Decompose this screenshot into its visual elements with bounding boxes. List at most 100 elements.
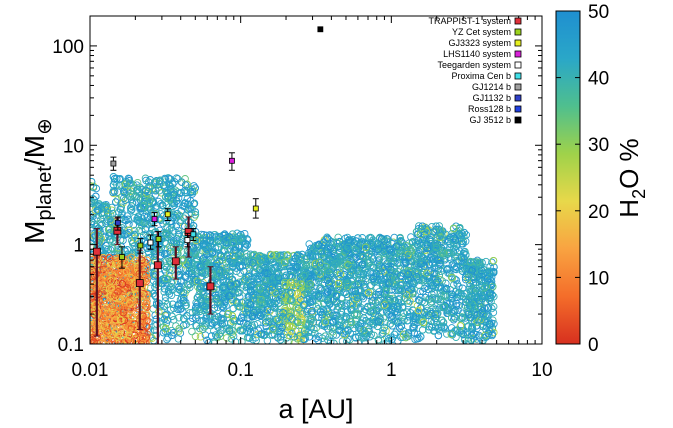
- simulated-planet: [421, 242, 430, 250]
- simulated-planet: [243, 241, 251, 249]
- simulated-planet: [132, 187, 141, 195]
- simulated-planet: [188, 327, 196, 336]
- simulated-planet: [458, 239, 466, 248]
- simulated-planet: [128, 205, 136, 214]
- simulated-planet: [416, 230, 425, 239]
- simulated-planet: [159, 328, 168, 337]
- simulated-planet: [108, 209, 117, 218]
- simulated-planet: [414, 306, 423, 315]
- simulated-planet: [172, 197, 181, 205]
- simulated-planet: [207, 232, 215, 240]
- simulated-planet: [253, 320, 262, 328]
- simulated-planet: [470, 258, 479, 267]
- simulated-planet: [234, 323, 243, 331]
- simulated-planet: [299, 335, 308, 344]
- simulated-planet: [271, 299, 279, 308]
- simulated-planet: [236, 269, 244, 277]
- simulated-planet: [188, 308, 197, 317]
- simulated-planet: [128, 191, 137, 199]
- simulated-planet: [357, 333, 366, 342]
- simulated-planet: [101, 203, 109, 212]
- simulated-planet: [188, 187, 197, 196]
- simulated-planet: [90, 199, 96, 208]
- simulated-planet: [336, 300, 345, 308]
- simulated-planet: [364, 252, 373, 260]
- simulated-planet: [305, 240, 313, 248]
- simulated-planet: [196, 284, 204, 292]
- simulated-planet: [334, 233, 342, 242]
- simulated-planet: [364, 328, 372, 336]
- simulated-planet: [160, 302, 168, 311]
- simulated-planet: [324, 255, 332, 263]
- simulated-planet: [152, 300, 161, 309]
- simulated-planet: [487, 277, 496, 285]
- simulated-planet: [196, 236, 205, 245]
- simulated-planet: [386, 254, 394, 263]
- simulated-planet: [181, 289, 189, 298]
- simulated-planet: [448, 293, 457, 301]
- simulated-planet: [170, 190, 178, 199]
- simulated-planet: [396, 233, 404, 242]
- simulated-planet: [250, 268, 259, 276]
- simulated-planet: [356, 326, 365, 334]
- simulated-planet: [162, 231, 171, 239]
- simulated-planet: [160, 181, 168, 189]
- simulated-planet: [134, 213, 142, 221]
- simulated-planet: [125, 226, 133, 234]
- simulated-planet: [125, 179, 134, 187]
- simulated-planet: [162, 188, 170, 196]
- simulated-planet: [191, 332, 200, 341]
- simulated-planet: [169, 202, 177, 211]
- simulated-planet: [167, 217, 175, 225]
- simulated-planet: [360, 326, 368, 334]
- simulated-planet: [189, 244, 198, 252]
- simulated-planet: [126, 192, 135, 201]
- simulated-planet: [177, 287, 186, 296]
- simulated-planet: [192, 321, 200, 330]
- simulated-planet: [92, 192, 100, 201]
- simulated-planet: [303, 258, 311, 267]
- simulated-planet: [112, 198, 120, 206]
- simulated-planet: [355, 275, 364, 284]
- simulated-planet: [183, 280, 192, 289]
- simulated-planet: [379, 314, 388, 322]
- simulated-planet: [390, 233, 399, 242]
- simulated-planet: [430, 269, 438, 278]
- simulated-planet: [374, 302, 382, 310]
- simulated-planet: [277, 292, 285, 301]
- simulated-planet: [174, 226, 183, 235]
- simulated-planet: [294, 282, 303, 290]
- simulated-planet: [202, 322, 210, 330]
- simulated-planet: [358, 260, 367, 269]
- simulated-planet: [191, 208, 200, 216]
- simulated-planet: [328, 296, 336, 304]
- simulated-planet: [293, 317, 301, 325]
- simulated-planet: [177, 207, 185, 215]
- simulated-planet: [417, 304, 425, 312]
- simulated-planet: [228, 312, 237, 320]
- simulated-planet: [160, 315, 169, 323]
- simulated-planet: [402, 281, 411, 289]
- simulated-planet: [447, 255, 455, 264]
- simulated-planet: [425, 260, 433, 269]
- simulated-planet: [224, 309, 232, 318]
- simulated-planet: [120, 187, 128, 196]
- simulated-planet: [129, 181, 137, 189]
- simulated-planet: [428, 290, 436, 298]
- simulated-planet: [426, 309, 435, 318]
- simulated-planet: [175, 300, 183, 309]
- simulated-planet: [408, 268, 417, 276]
- simulated-planet: [405, 313, 414, 321]
- simulated-planet: [131, 231, 139, 240]
- simulated-planet: [396, 242, 405, 250]
- simulated-planet: [342, 290, 351, 298]
- simulated-planet: [175, 324, 183, 333]
- simulated-planet: [215, 330, 223, 338]
- simulated-planet: [246, 250, 255, 259]
- simulated-planet: [196, 307, 204, 316]
- simulated-planet: [455, 301, 464, 310]
- simulated-planet: [90, 242, 96, 251]
- simulated-planet: [162, 240, 171, 248]
- simulated-planet: [459, 330, 467, 339]
